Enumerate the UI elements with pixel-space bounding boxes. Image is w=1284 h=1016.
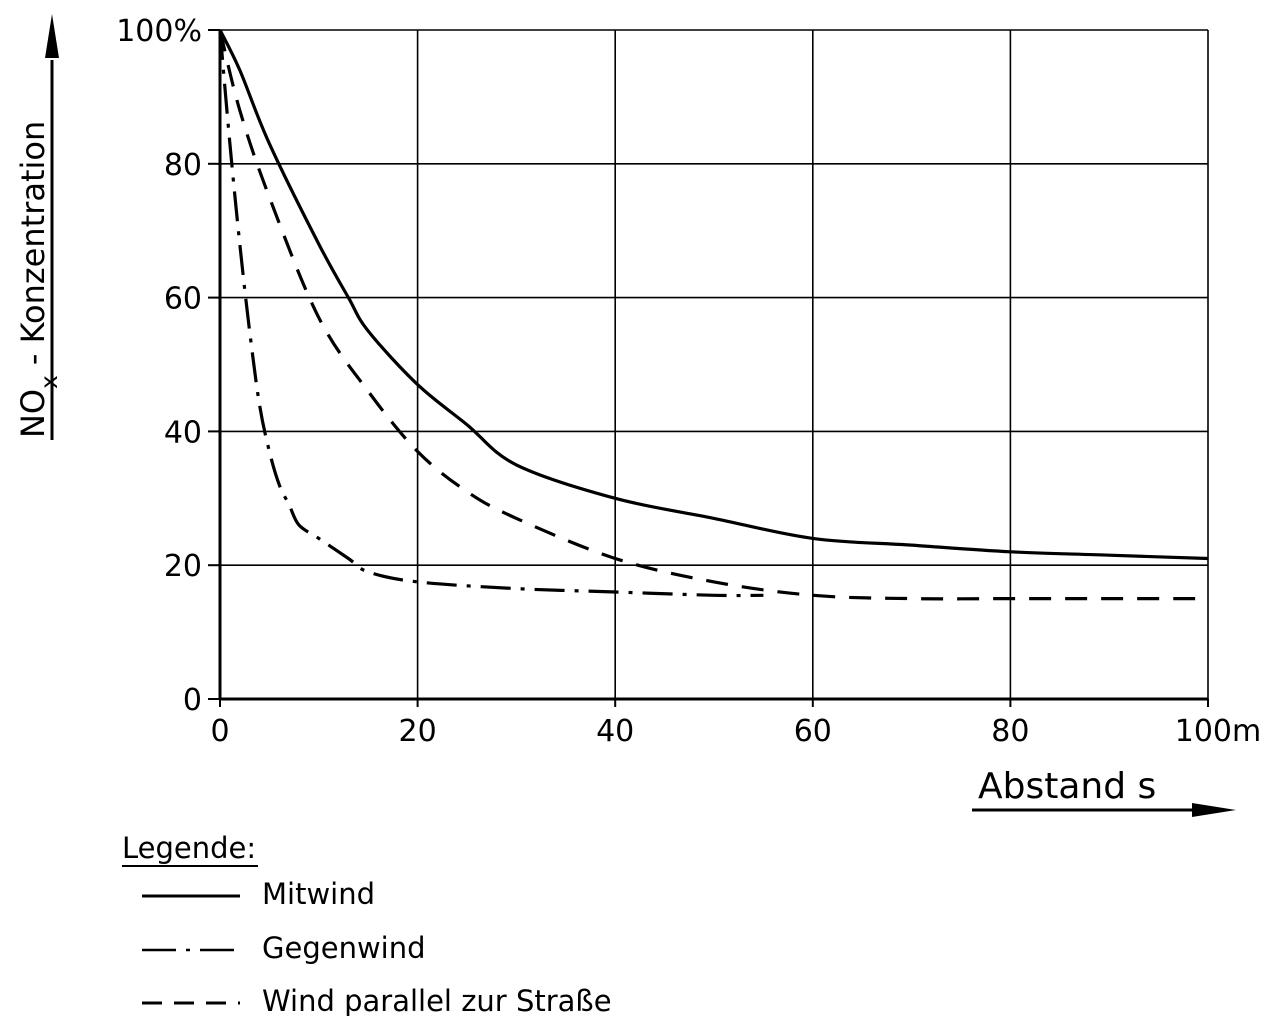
legend-label-parallel: Wind parallel zur Straße xyxy=(262,984,612,1016)
y-axis-arrow-icon xyxy=(45,14,59,58)
series-line-mitwind xyxy=(218,29,1209,561)
y-axis-title-rest: - Konzentration xyxy=(14,121,52,376)
x-tick-label: 100m xyxy=(1175,714,1261,749)
x-axis-title-group: Abstand s xyxy=(972,766,1236,817)
series-layer xyxy=(218,29,1209,601)
y-axis-title: NOx - Konzentration xyxy=(14,121,63,438)
x-tick-label: 20 xyxy=(399,714,437,749)
y-tick-label: 100% xyxy=(116,14,202,49)
x-axis-arrow-icon xyxy=(1192,803,1236,817)
series-line-gegenwind xyxy=(218,29,764,598)
x-tick-label: 0 xyxy=(210,714,229,749)
y-axis-title-sub: x xyxy=(37,375,63,389)
x-axis-title: Abstand s xyxy=(978,766,1156,807)
legend: Legende: Mitwind Gegenwind Wind parallel… xyxy=(122,831,612,1016)
y-tick-label: 80 xyxy=(164,148,202,183)
grid xyxy=(208,29,1209,707)
y-tick-label: 20 xyxy=(164,549,202,584)
legend-title: Legende: xyxy=(122,831,256,865)
legend-label-mitwind: Mitwind xyxy=(262,877,375,911)
tick-labels: 0 20 40 60 80 100m 0 20 40 60 80 100% xyxy=(116,14,1261,749)
y-tick-label: 60 xyxy=(164,282,202,317)
legend-label-gegenwind: Gegenwind xyxy=(262,931,426,965)
x-tick-label: 60 xyxy=(794,714,832,749)
series-line-parallel xyxy=(218,29,1208,601)
y-axis-title-group: NOx - Konzentration xyxy=(14,14,63,440)
y-tick-label: 40 xyxy=(164,415,202,450)
x-tick-label: 40 xyxy=(596,714,634,749)
y-tick-label: 0 xyxy=(183,683,202,718)
y-axis-title-main: NO xyxy=(14,389,52,438)
x-tick-label: 80 xyxy=(991,714,1029,749)
